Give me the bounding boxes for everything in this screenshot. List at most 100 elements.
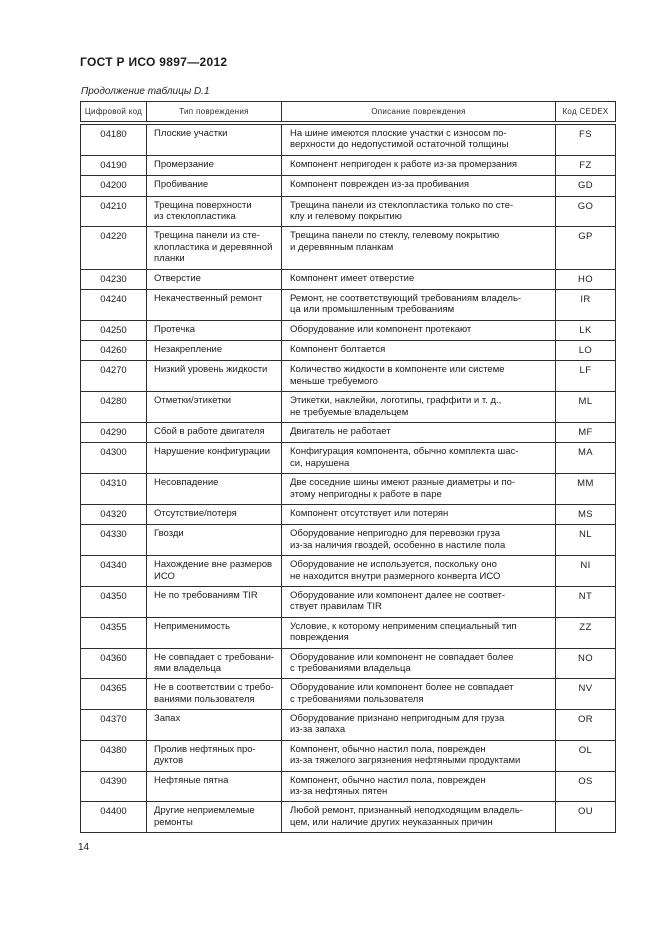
cell-digital-code: 04355 bbox=[80, 616, 147, 649]
cell-damage-description: Конфигурация компонента, обычно комплект… bbox=[281, 442, 556, 475]
cell-damage-type: Несовпадение bbox=[146, 473, 282, 505]
cell-damage-type: Нарушение конфигурации bbox=[146, 442, 282, 475]
cell-cedex-code: MS bbox=[555, 503, 616, 526]
table-row: 04380 Пролив нефтяных про- дуктов Компон… bbox=[80, 739, 616, 772]
cell-damage-description: Оборудование непригодно для перевозки гр… bbox=[281, 524, 556, 557]
cell-damage-description: Оборудование не используется, поскольку … bbox=[281, 555, 556, 587]
cell-cedex-code: OL bbox=[555, 739, 616, 772]
column-header-damage-type: Тип повреждения bbox=[146, 101, 282, 125]
cell-cedex-code: GO bbox=[555, 195, 616, 228]
cell-cedex-code: MA bbox=[555, 442, 616, 475]
cell-digital-code: 04190 bbox=[80, 154, 147, 177]
column-header-cedex-code: Код CEDEX bbox=[555, 101, 616, 125]
table-row: 04260 Незакрепление Компонент болтается … bbox=[80, 340, 616, 362]
table-row: 04250 Протечка Оборудование или компонен… bbox=[80, 319, 616, 342]
cell-damage-description: Оборудование или компонент далее не соот… bbox=[281, 585, 556, 618]
cell-damage-type: Отверстие bbox=[146, 268, 282, 290]
table-row: 04355 Неприменимость Условие, к которому… bbox=[80, 616, 616, 649]
cell-damage-type: Сбой в работе двигателя bbox=[146, 422, 282, 444]
cell-cedex-code: GD bbox=[555, 175, 616, 197]
cell-digital-code: 04380 bbox=[80, 739, 147, 772]
cell-cedex-code: OR bbox=[555, 709, 616, 741]
cell-digital-code: 04290 bbox=[80, 422, 147, 444]
table-row: 04370 Запах Оборудование признано неприг… bbox=[80, 709, 616, 741]
column-header-damage-description: Описание повреждения bbox=[281, 101, 556, 125]
table-row: 04310 Несовпадение Две соседние шины име… bbox=[80, 473, 616, 505]
cell-cedex-code: NT bbox=[555, 585, 616, 618]
cell-cedex-code: NI bbox=[555, 555, 616, 587]
table-row: 04280 Отметки/этикетки Этикетки, наклейк… bbox=[80, 391, 616, 424]
cell-cedex-code: LO bbox=[555, 340, 616, 362]
cell-digital-code: 04210 bbox=[80, 195, 147, 228]
cell-digital-code: 04400 bbox=[80, 801, 147, 834]
cell-cedex-code: FZ bbox=[555, 154, 616, 177]
cell-damage-description: Оборудование или компонент протекают bbox=[281, 319, 556, 342]
cell-damage-type: Трещина панели из сте- клопластика и дер… bbox=[146, 226, 282, 270]
cell-damage-type: Не в соответствии с требо- ваниями польз… bbox=[146, 678, 282, 711]
cell-damage-description: Трещина панели по стеклу, гелевому покры… bbox=[281, 226, 556, 270]
cell-digital-code: 04180 bbox=[80, 122, 147, 156]
cell-damage-description: Компонент имеет отверстие bbox=[281, 268, 556, 290]
cell-damage-type: Плоские участки bbox=[146, 122, 282, 156]
cell-damage-description: Оборудование признано непригодным для гр… bbox=[281, 709, 556, 741]
cell-damage-description: Любой ремонт, признанный неподходящим вл… bbox=[281, 801, 556, 834]
table-row: 04320 Отсутствие/потеря Компонент отсутс… bbox=[80, 503, 616, 526]
cell-cedex-code: NV bbox=[555, 678, 616, 711]
cell-digital-code: 04260 bbox=[80, 340, 147, 362]
cell-cedex-code: NO bbox=[555, 647, 616, 680]
cell-cedex-code: LF bbox=[555, 360, 616, 393]
cell-damage-type: Нахождение вне размеров ИСО bbox=[146, 555, 282, 587]
cell-damage-type: Трещина поверхности из стеклопластика bbox=[146, 195, 282, 228]
cell-damage-type: Запах bbox=[146, 709, 282, 741]
cell-damage-description: Количество жидкости в компоненте или сис… bbox=[281, 360, 556, 393]
cell-cedex-code: LK bbox=[555, 319, 616, 342]
cell-digital-code: 04200 bbox=[80, 175, 147, 197]
table-row: 04330 Гвозди Оборудование непригодно для… bbox=[80, 524, 616, 557]
table-row: 04240 Некачественный ремонт Ремонт, не с… bbox=[80, 288, 616, 321]
table-row: 04365 Не в соответствии с требо- ваниями… bbox=[80, 678, 616, 711]
table-row: 04210 Трещина поверхности из стеклопласт… bbox=[80, 195, 616, 228]
table-row: 04200 Пробивание Компонент поврежден из-… bbox=[80, 175, 616, 197]
table-header-row: Цифровой код Тип повреждения Описание по… bbox=[80, 101, 616, 125]
cell-damage-type: Протечка bbox=[146, 319, 282, 342]
cell-damage-description: Компонент отсутствует или потерян bbox=[281, 503, 556, 526]
cell-digital-code: 04310 bbox=[80, 473, 147, 505]
cell-digital-code: 04340 bbox=[80, 555, 147, 587]
cell-cedex-code: NL bbox=[555, 524, 616, 557]
cell-cedex-code: ZZ bbox=[555, 616, 616, 649]
cell-damage-type: Незакрепление bbox=[146, 340, 282, 362]
cell-digital-code: 04390 bbox=[80, 770, 147, 803]
cell-damage-type: Некачественный ремонт bbox=[146, 288, 282, 321]
column-header-digital-code: Цифровой код bbox=[80, 101, 147, 125]
cell-digital-code: 04300 bbox=[80, 442, 147, 475]
cell-digital-code: 04280 bbox=[80, 391, 147, 424]
cell-digital-code: 04320 bbox=[80, 503, 147, 526]
cell-digital-code: 04350 bbox=[80, 585, 147, 618]
cell-digital-code: 04250 bbox=[80, 319, 147, 342]
cell-damage-type: Низкий уровень жидкости bbox=[146, 360, 282, 393]
cell-cedex-code: HO bbox=[555, 268, 616, 290]
table-row: 04190 Промерзание Компонент непригоден к… bbox=[80, 154, 616, 177]
cell-digital-code: 04240 bbox=[80, 288, 147, 321]
cell-digital-code: 04230 bbox=[80, 268, 147, 290]
table-row: 04300 Нарушение конфигурации Конфигураци… bbox=[80, 442, 616, 475]
cell-cedex-code: MF bbox=[555, 422, 616, 444]
cell-damage-type: Промерзание bbox=[146, 154, 282, 177]
table-row: 04290 Сбой в работе двигателя Двигатель … bbox=[80, 422, 616, 444]
table-caption: Продолжение таблицы D.1 bbox=[81, 86, 210, 97]
cell-damage-type: Отметки/этикетки bbox=[146, 391, 282, 424]
cell-damage-description: Ремонт, не соответствующий требованиям в… bbox=[281, 288, 556, 321]
cell-digital-code: 04270 bbox=[80, 360, 147, 393]
cell-damage-type: Неприменимость bbox=[146, 616, 282, 649]
cell-damage-type: Другие неприемлемые ремонты bbox=[146, 801, 282, 834]
cell-cedex-code: MM bbox=[555, 473, 616, 505]
cell-digital-code: 04330 bbox=[80, 524, 147, 557]
cell-damage-description: Оборудование или компонент не совпадает … bbox=[281, 647, 556, 680]
cell-damage-description: Компонент, обычно настил пола, поврежден… bbox=[281, 770, 556, 803]
page-number: 14 bbox=[78, 842, 90, 854]
cell-damage-description: На шине имеются плоские участки с износо… bbox=[281, 122, 556, 156]
cell-digital-code: 04365 bbox=[80, 678, 147, 711]
cell-damage-type: Нефтяные пятна bbox=[146, 770, 282, 803]
table-row: 04270 Низкий уровень жидкости Количество… bbox=[80, 360, 616, 393]
